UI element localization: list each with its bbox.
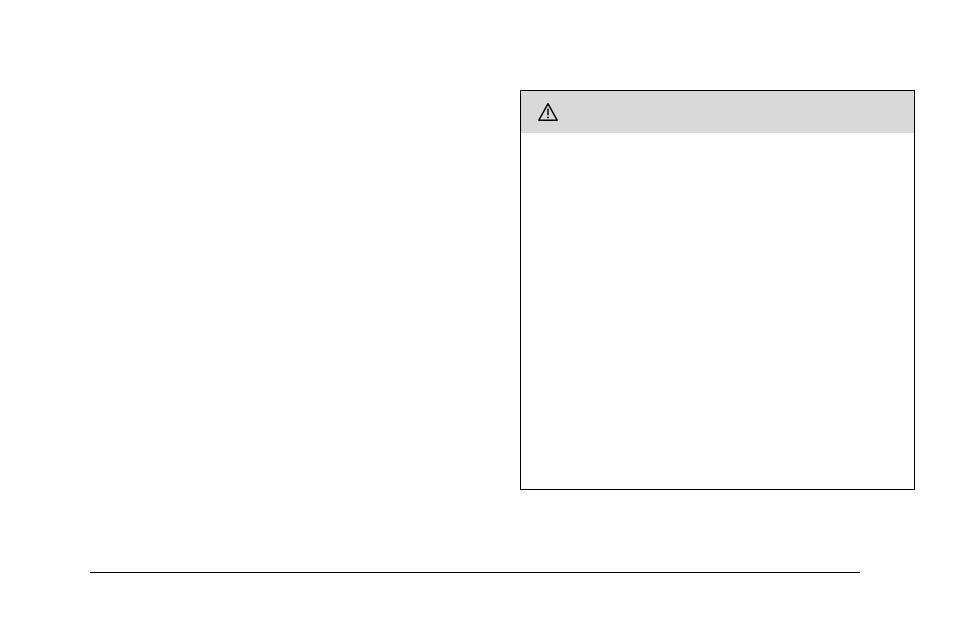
warning-callout-header (521, 91, 914, 133)
warning-triangle-icon (537, 101, 559, 123)
warning-callout-box (520, 90, 915, 490)
document-page (0, 0, 954, 636)
page-footer-divider (90, 572, 860, 573)
warning-callout-body (521, 133, 914, 489)
